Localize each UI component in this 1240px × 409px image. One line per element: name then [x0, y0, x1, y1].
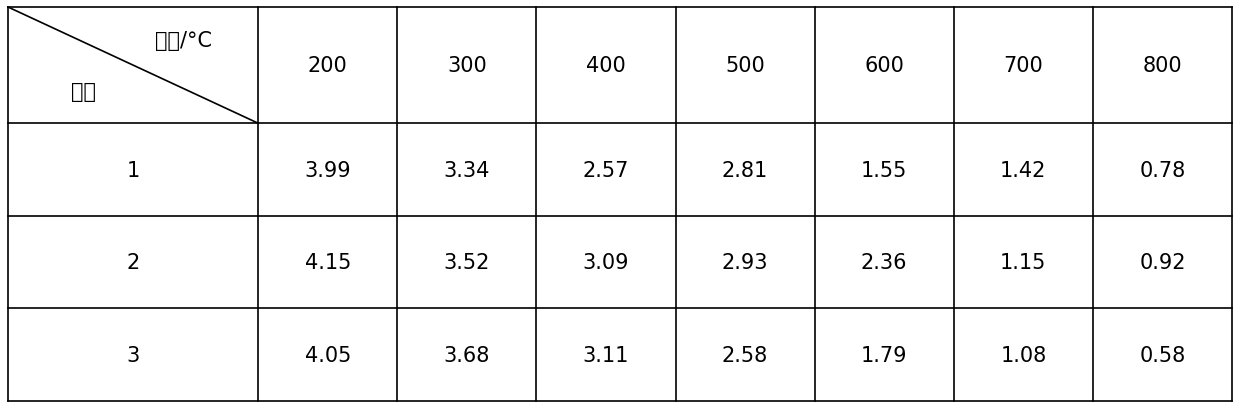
- Text: 3.09: 3.09: [583, 252, 629, 272]
- Text: 2.36: 2.36: [861, 252, 908, 272]
- Text: 1: 1: [126, 160, 140, 180]
- Text: 3.34: 3.34: [444, 160, 490, 180]
- Text: 300: 300: [446, 56, 487, 76]
- Text: 2.93: 2.93: [722, 252, 769, 272]
- Text: 500: 500: [725, 56, 765, 76]
- Text: 200: 200: [308, 56, 347, 76]
- Text: 0.78: 0.78: [1140, 160, 1185, 180]
- Text: 4.05: 4.05: [305, 345, 351, 365]
- Text: 3.11: 3.11: [583, 345, 629, 365]
- Text: 编号: 编号: [71, 81, 95, 101]
- Text: 2.58: 2.58: [722, 345, 769, 365]
- Text: 1.08: 1.08: [1001, 345, 1047, 365]
- Text: 2: 2: [126, 252, 140, 272]
- Text: 1.79: 1.79: [861, 345, 908, 365]
- Text: 0.58: 0.58: [1140, 345, 1185, 365]
- Text: 600: 600: [864, 56, 904, 76]
- Text: 3: 3: [126, 345, 140, 365]
- Text: 400: 400: [587, 56, 626, 76]
- Text: 3.52: 3.52: [444, 252, 490, 272]
- Text: 3.68: 3.68: [444, 345, 490, 365]
- Text: 3.99: 3.99: [304, 160, 351, 180]
- Text: 1.42: 1.42: [1001, 160, 1047, 180]
- Text: 700: 700: [1003, 56, 1043, 76]
- Text: 2.81: 2.81: [722, 160, 769, 180]
- Text: 0.92: 0.92: [1140, 252, 1185, 272]
- Text: 温度/°C: 温度/°C: [155, 30, 212, 50]
- Text: 1.55: 1.55: [861, 160, 908, 180]
- Text: 4.15: 4.15: [305, 252, 351, 272]
- Text: 1.15: 1.15: [1001, 252, 1047, 272]
- Text: 2.57: 2.57: [583, 160, 629, 180]
- Text: 800: 800: [1142, 56, 1182, 76]
